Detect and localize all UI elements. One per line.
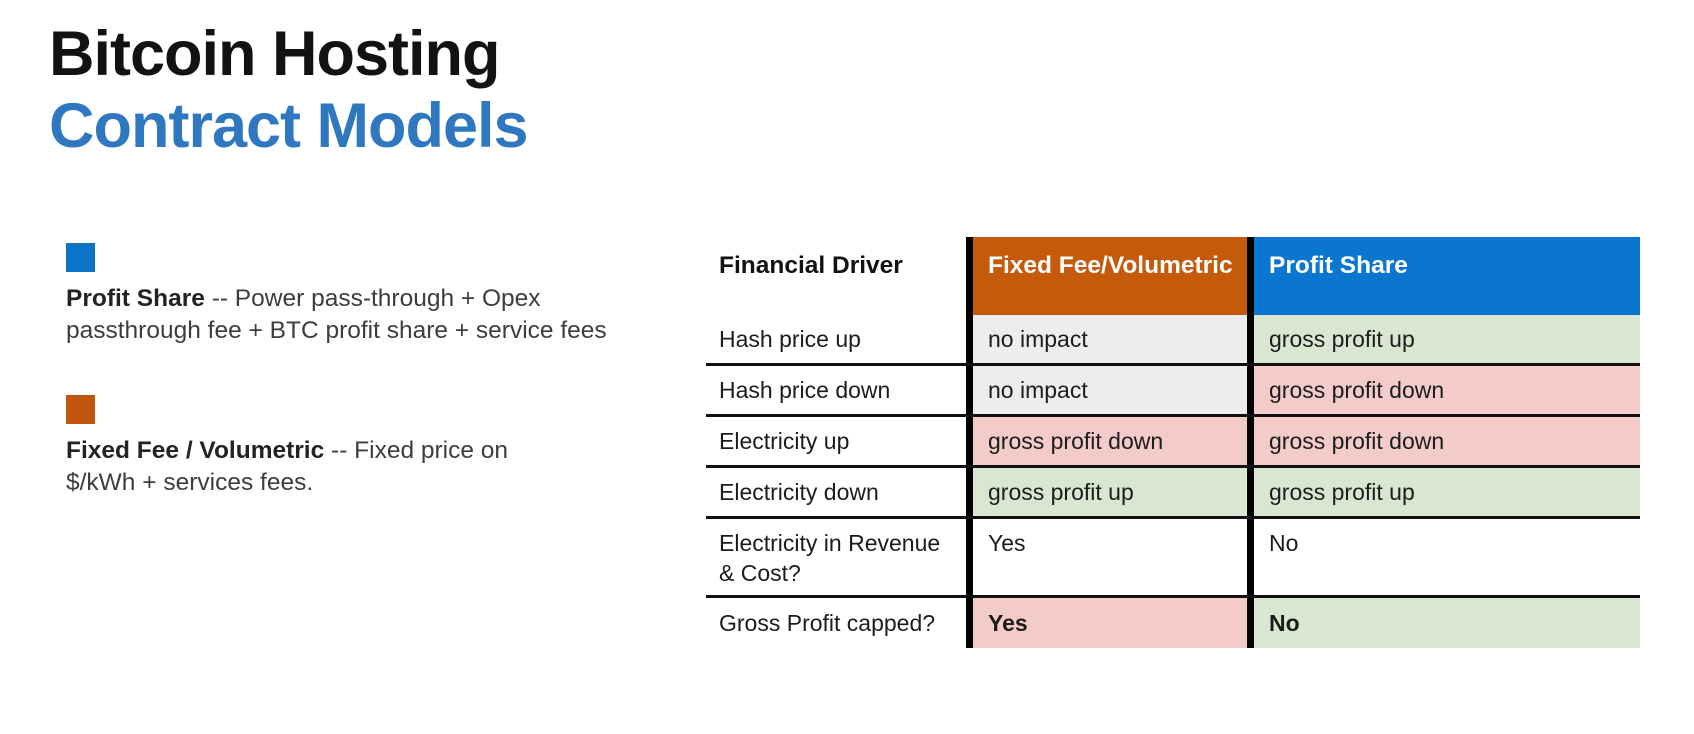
page-title-line1: Bitcoin Hosting (49, 19, 500, 89)
column-header-financial-driver: Financial Driver (706, 237, 966, 315)
table-row: Electricity down gross profit up gross p… (706, 465, 1640, 516)
legend-item-profit-share: Profit Share -- Power pass-through + Ope… (66, 243, 666, 347)
table-row: Electricity in Revenue & Cost? Yes No (706, 516, 1640, 595)
legend-item-fixed-fee: Fixed Fee / Volumetric -- Fixed price on… (66, 395, 666, 499)
fixed-fee-swatch-icon (66, 395, 95, 424)
profit-share-cell: gross profit down (1247, 417, 1640, 465)
fixed-fee-cell: Yes (966, 519, 1247, 595)
profit-share-cell: gross profit up (1247, 468, 1640, 516)
fixed-fee-cell: gross profit down (966, 417, 1247, 465)
page-title-line2: Contract Models (49, 91, 529, 161)
driver-cell: Electricity in Revenue & Cost? (719, 530, 941, 586)
profit-share-swatch-icon (66, 243, 95, 272)
page-title: Bitcoin Hosting Contract Models (49, 18, 529, 162)
legend: Profit Share -- Power pass-through + Ope… (66, 243, 666, 499)
profit-share-cell: No (1247, 598, 1640, 648)
table-row: Hash price down no impact gross profit d… (706, 363, 1640, 414)
fixed-fee-cell: Yes (966, 598, 1247, 648)
profit-share-cell: gross profit up (1247, 315, 1640, 363)
column-header-profit-share: Profit Share (1247, 237, 1640, 315)
legend-description: -- Fixed price on $/kWh + services fees. (66, 437, 509, 496)
driver-cell: Gross Profit capped? (719, 610, 936, 636)
driver-cell: Hash price down (719, 377, 891, 403)
driver-cell: Electricity up (719, 428, 850, 454)
legend-term: Fixed Fee / Volumetric (66, 437, 325, 464)
fixed-fee-cell: gross profit up (966, 468, 1247, 516)
table-row: Gross Profit capped? Yes No (706, 595, 1640, 648)
table-header-row: Financial Driver Fixed Fee/Volumetric Pr… (706, 237, 1640, 315)
legend-text-profit-share: Profit Share -- Power pass-through + Ope… (66, 283, 666, 347)
table-body: Hash price up no impact gross profit up … (706, 315, 1640, 648)
contract-comparison-table: Financial Driver Fixed Fee/Volumetric Pr… (706, 237, 1640, 648)
profit-share-cell: No (1247, 519, 1640, 595)
legend-term: Profit Share (66, 285, 205, 312)
fixed-fee-cell: no impact (966, 315, 1247, 363)
driver-cell: Hash price up (719, 326, 861, 352)
profit-share-cell: gross profit down (1247, 366, 1640, 414)
table-row: Hash price up no impact gross profit up (706, 315, 1640, 363)
column-header-fixed-fee-volumetric: Fixed Fee/Volumetric (966, 237, 1247, 315)
legend-text-fixed-fee: Fixed Fee / Volumetric -- Fixed price on… (66, 435, 566, 499)
fixed-fee-cell: no impact (966, 366, 1247, 414)
table-row: Electricity up gross profit down gross p… (706, 414, 1640, 465)
driver-cell: Electricity down (719, 479, 879, 505)
legend-description: -- Power pass-through + Opex passthrough… (66, 285, 607, 344)
